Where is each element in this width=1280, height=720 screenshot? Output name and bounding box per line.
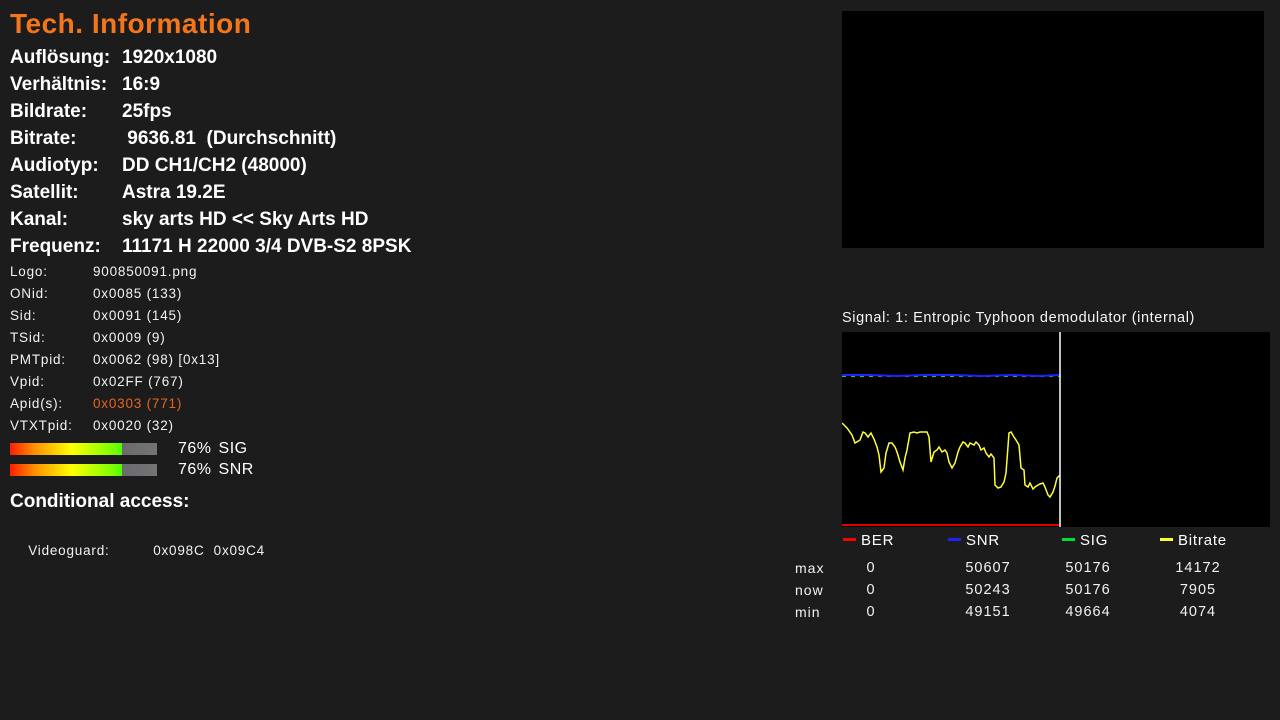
- info-value: Astra 19.2E: [122, 182, 226, 203]
- info-label: Auflösung:: [10, 47, 111, 68]
- stat-now-ber: 0: [866, 582, 876, 598]
- info-value: sky arts HD << Sky Arts HD: [122, 209, 369, 230]
- info-row-audiotype: Audiotyp: DD CH1/CH2 (48000): [10, 152, 411, 179]
- signal-graph-svg: [842, 332, 1061, 527]
- sig-percent: 76%: [178, 440, 212, 457]
- legend-label: BER: [861, 532, 895, 549]
- stat-min-sig: 49664: [1065, 604, 1111, 620]
- pid-value: 0x0062 (98) [0x13]: [93, 352, 220, 367]
- info-value: DD CH1/CH2 (48000): [122, 155, 307, 176]
- pid-row-vpid: Vpid: 0x02FF (767): [10, 371, 220, 393]
- pid-value: 0x0009 (9): [93, 330, 166, 345]
- stat-max-snr: 50607: [965, 560, 1011, 576]
- pid-label: Logo:: [10, 264, 48, 279]
- info-label: Bildrate:: [10, 101, 88, 122]
- info-value: 11171 H 22000 3/4 DVB-S2 8PSK: [122, 236, 412, 257]
- snr-strength-bar-fill: [10, 464, 122, 476]
- info-value: 1920x1080: [122, 47, 218, 68]
- signal-graph: [842, 332, 1270, 527]
- legend-item-sig: SIG: [1062, 533, 1108, 549]
- info-row-aspect: Verhältnis: 16:9: [10, 71, 411, 98]
- ber-line-swatch: [843, 538, 856, 542]
- pid-info-list: Logo: 900850091.png ONid: 0x0085 (133) Sid…: [10, 261, 220, 437]
- stat-now-bitrate: 7905: [1179, 582, 1217, 598]
- info-row-framerate: Bildrate: 25fps: [10, 98, 411, 125]
- graph-series-bitrate: [842, 422, 1061, 499]
- info-label: Verhältnis:: [10, 74, 108, 95]
- stat-max-sig: 50176: [1065, 560, 1111, 576]
- conditional-access-title: Conditional access:: [10, 491, 190, 512]
- stat-now-snr: 50243: [965, 582, 1011, 598]
- sig-strength-readout: 76% SIG: [178, 440, 248, 458]
- sig-name: SIG: [218, 440, 248, 457]
- stat-now-sig: 50176: [1065, 582, 1111, 598]
- pid-row-tsid: TSid: 0x0009 (9): [10, 327, 220, 349]
- snr-line-swatch: [948, 538, 961, 542]
- info-row-resolution: Auflösung: 1920x1080: [10, 44, 411, 71]
- info-row-channel: Kanal: sky arts HD << Sky Arts HD: [10, 206, 411, 233]
- legend-item-snr: SNR: [948, 533, 1000, 549]
- bitrate-line-swatch: [1160, 538, 1173, 542]
- pid-value-apid: 0x0303 (771): [93, 396, 183, 411]
- snr-strength-bar: [10, 464, 157, 476]
- legend-label: Bitrate: [1178, 532, 1227, 549]
- legend-label: SIG: [1080, 532, 1109, 549]
- pid-label: VTXTpid:: [10, 418, 73, 433]
- stat-max-ber: 0: [866, 560, 876, 576]
- stat-min-ber: 0: [866, 604, 876, 620]
- info-value: 25fps: [122, 101, 172, 122]
- info-label: Satellit:: [10, 182, 79, 203]
- info-row-frequency: Frequenz: 11171 H 22000 3/4 DVB-S2 8PSK: [10, 233, 411, 260]
- stat-min-snr: 49151: [965, 604, 1011, 620]
- graph-series-snr: [842, 373, 1061, 378]
- legend-item-bitrate: Bitrate: [1160, 533, 1227, 549]
- pid-row-pmtpid: PMTpid: 0x0062 (98) [0x13]: [10, 349, 220, 371]
- pid-row-onid: ONid: 0x0085 (133): [10, 283, 220, 305]
- pid-label: PMTpid:: [10, 352, 66, 367]
- pid-value: 0x0085 (133): [93, 286, 183, 301]
- snr-percent: 76%: [178, 461, 212, 478]
- pid-value: 0x0091 (145): [93, 308, 183, 323]
- pid-row-sid: Sid: 0x0091 (145): [10, 305, 220, 327]
- pid-value: 0x0020 (32): [93, 418, 174, 433]
- pid-label: Sid:: [10, 308, 37, 323]
- snr-name: SNR: [218, 461, 254, 478]
- info-label: Audiotyp:: [10, 155, 99, 176]
- legend-label: SNR: [966, 532, 1001, 549]
- pid-value: 900850091.png: [93, 264, 198, 279]
- signal-source-title: Signal: 1: Entropic Typhoon demodulator …: [842, 310, 1195, 326]
- legend-item-ber: BER: [843, 533, 894, 549]
- stat-max-bitrate: 14172: [1175, 560, 1221, 576]
- stats-row-label: max: [795, 560, 825, 576]
- pid-label: TSid:: [10, 330, 46, 345]
- pid-row-apid: Apid(s): 0x0303 (771): [10, 393, 220, 415]
- pid-label: ONid:: [10, 286, 49, 301]
- pid-row-logo: Logo: 900850091.png: [10, 261, 220, 283]
- pid-value: 0x02FF (767): [93, 374, 184, 389]
- info-row-satellite: Satellit: Astra 19.2E: [10, 179, 411, 206]
- stat-min-bitrate: 4074: [1179, 604, 1217, 620]
- stats-row-label: now: [795, 582, 824, 598]
- stream-info-list: Auflösung: 1920x1080 Verhältnis: 16:9 Bild…: [10, 44, 411, 260]
- info-row-bitrate: Bitrate: 9636.81 (Durchschnitt): [10, 125, 411, 152]
- snr-strength-readout: 76% SNR: [178, 461, 254, 479]
- ca-system-label: Videoguard:: [28, 543, 110, 558]
- page-title: Tech. Information: [10, 8, 252, 39]
- sig-line-swatch: [1062, 538, 1075, 542]
- video-preview: [842, 11, 1264, 248]
- pid-row-vtxtpid: VTXTpid: 0x0020 (32): [10, 415, 220, 437]
- info-value: 9636.81 (Durchschnitt): [122, 128, 337, 149]
- sig-strength-bar: [10, 443, 157, 455]
- sig-strength-bar-fill: [10, 443, 122, 455]
- info-value: 16:9: [122, 74, 161, 95]
- conditional-access-row: Videoguard: 0x098C 0x09C4: [10, 518, 265, 558]
- info-label: Kanal:: [10, 209, 69, 230]
- ca-system-value: 0x098C 0x09C4: [153, 543, 265, 558]
- info-label: Frequenz:: [10, 236, 101, 257]
- info-label: Bitrate:: [10, 128, 77, 149]
- pid-label: Vpid:: [10, 374, 45, 389]
- stats-row-label: min: [795, 604, 821, 620]
- pid-label: Apid(s):: [10, 396, 63, 411]
